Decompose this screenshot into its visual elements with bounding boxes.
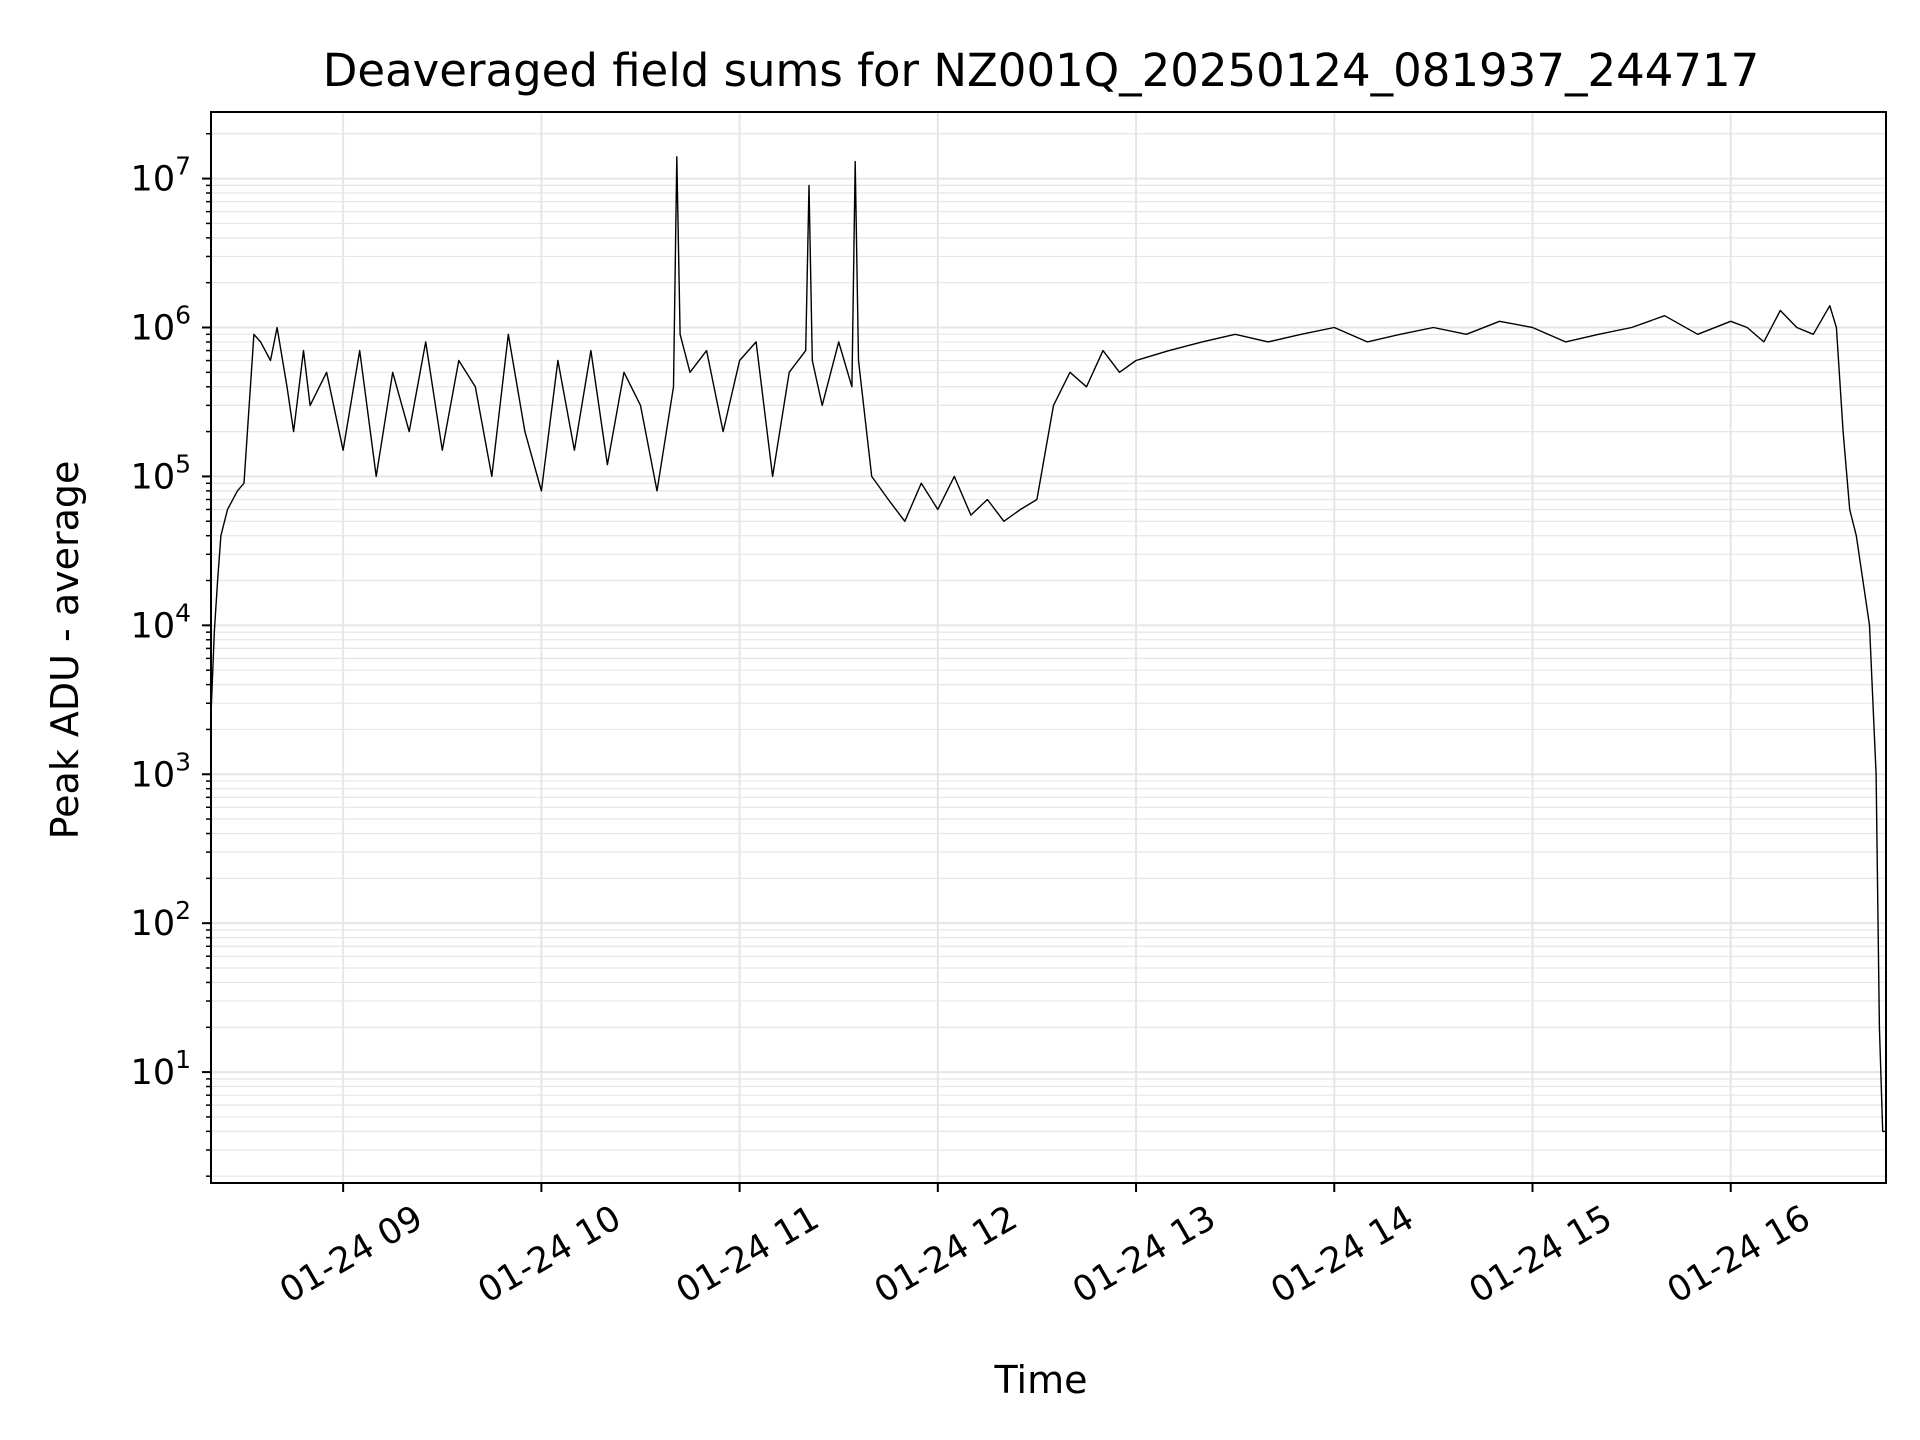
- y-tick-label: 101: [131, 1045, 191, 1093]
- y-tick-label: 104: [131, 598, 191, 646]
- x-axis-label: Time: [994, 1358, 1088, 1402]
- y-tick-label: 106: [131, 301, 191, 349]
- plot-area: [210, 156, 1886, 1133]
- y-tick-label: 105: [131, 449, 191, 497]
- y-axis-label: Peak ADU - average: [43, 461, 87, 840]
- y-tick-label: 107: [131, 152, 191, 200]
- series-line: [210, 156, 1886, 1133]
- grid: [211, 112, 1886, 1183]
- chart-title: Deaveraged field sums for NZ001Q_2025012…: [323, 44, 1759, 97]
- y-tick-label: 102: [131, 896, 191, 944]
- y-tick-label: 103: [131, 747, 191, 795]
- plot-frame: [210, 111, 1887, 1184]
